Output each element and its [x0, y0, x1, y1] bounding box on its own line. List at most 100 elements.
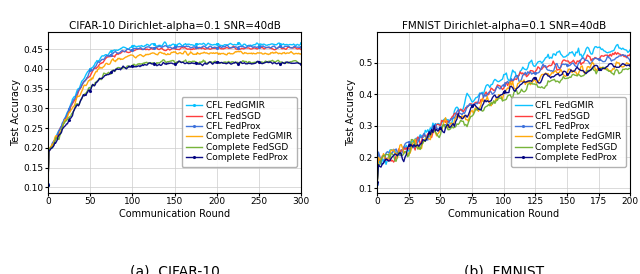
CFL FedProx [44, 182, 52, 186]
Complete FedProx [298, 62, 305, 65]
Complete FedProx [280, 61, 287, 65]
CFL FedGMIR [259, 43, 266, 46]
Complete FedGMIR [480, 100, 488, 104]
Legend: CFL FedGMIR, CFL FedSGD, CFL FedProx, Complete FedGMIR, Complete FedSGD, Complet: CFL FedGMIR, CFL FedSGD, CFL FedProx, Co… [182, 97, 297, 167]
CFL FedProx [244, 44, 252, 48]
Complete FedProx [396, 151, 404, 154]
Complete FedProx [373, 181, 381, 184]
CFL FedGMIR [510, 70, 518, 74]
Text: (a)  CIFAR-10: (a) CIFAR-10 [130, 264, 220, 274]
Complete FedSGD [155, 61, 163, 64]
CFL FedSGD [396, 152, 404, 155]
Line: CFL FedProx: CFL FedProx [46, 44, 303, 186]
CFL FedGMIR [44, 184, 52, 187]
CFL FedProx [280, 46, 287, 49]
CFL FedSGD [480, 95, 488, 98]
CFL FedGMIR [161, 40, 168, 44]
Legend: CFL FedGMIR, CFL FedSGD, CFL FedProx, Complete FedGMIR, Complete FedSGD, Complet: CFL FedGMIR, CFL FedSGD, CFL FedProx, Co… [511, 97, 626, 167]
Complete FedProx [374, 163, 382, 166]
Complete FedProx [175, 59, 182, 63]
CFL FedProx [627, 58, 634, 62]
Complete FedGMIR [244, 52, 252, 55]
CFL FedGMIR [374, 162, 382, 165]
Complete FedGMIR [605, 69, 612, 72]
Complete FedProx [510, 89, 518, 92]
Line: Complete FedGMIR: Complete FedGMIR [377, 62, 630, 183]
Complete FedProx [605, 62, 612, 66]
Complete FedGMIR [259, 52, 266, 56]
Line: CFL FedProx: CFL FedProx [376, 53, 632, 185]
Complete FedProx [607, 62, 615, 65]
CFL FedProx [147, 46, 154, 49]
CFL FedSGD [230, 45, 237, 48]
Complete FedSGD [298, 61, 305, 65]
Complete FedGMIR [373, 181, 381, 185]
CFL FedSGD [510, 78, 518, 82]
Complete FedProx [147, 61, 154, 65]
Line: Complete FedGMIR: Complete FedGMIR [48, 51, 301, 185]
Complete FedSGD [259, 61, 266, 64]
Complete FedGMIR [510, 87, 518, 90]
Complete FedGMIR [155, 52, 163, 55]
CFL FedProx [619, 53, 627, 56]
Complete FedProx [259, 62, 266, 65]
CFL FedGMIR [298, 42, 305, 45]
Complete FedSGD [280, 61, 287, 65]
Complete FedGMIR [612, 60, 620, 64]
CFL FedProx [510, 77, 518, 81]
Y-axis label: Test Accuracy: Test Accuracy [346, 79, 356, 146]
CFL FedGMIR [147, 44, 154, 47]
CFL FedSGD [611, 51, 619, 54]
CFL FedSGD [155, 48, 163, 51]
Complete FedSGD [373, 182, 381, 185]
CFL FedGMIR [627, 48, 634, 51]
CFL FedProx [480, 96, 488, 99]
Complete FedProx [627, 64, 634, 67]
Title: CIFAR-10 Dirichlet-alpha=0.1 SNR=40dB: CIFAR-10 Dirichlet-alpha=0.1 SNR=40dB [68, 21, 280, 31]
Complete FedGMIR [217, 52, 225, 55]
CFL FedSGD [298, 48, 305, 52]
Complete FedGMIR [44, 183, 52, 186]
Complete FedGMIR [466, 114, 474, 117]
Complete FedSGD [480, 109, 488, 112]
Complete FedSGD [396, 151, 404, 154]
CFL FedProx [466, 102, 474, 105]
Line: Complete FedProx: Complete FedProx [46, 59, 303, 186]
CFL FedSGD [44, 182, 52, 186]
Complete FedGMIR [396, 144, 404, 147]
CFL FedProx [374, 150, 382, 154]
Y-axis label: Test Accuracy: Test Accuracy [11, 79, 21, 146]
CFL FedProx [298, 45, 305, 48]
Complete FedSGD [466, 118, 474, 121]
Line: CFL FedSGD: CFL FedSGD [377, 52, 630, 183]
Line: Complete FedProx: Complete FedProx [376, 62, 632, 184]
Complete FedSGD [606, 70, 614, 73]
CFL FedGMIR [605, 50, 612, 54]
Complete FedSGD [44, 184, 52, 187]
X-axis label: Communication Round: Communication Round [448, 209, 559, 219]
CFL FedGMIR [614, 43, 621, 46]
CFL FedProx [259, 45, 266, 48]
Complete FedProx [480, 102, 488, 105]
CFL FedProx [396, 154, 404, 157]
CFL FedProx [155, 45, 163, 48]
CFL FedGMIR [466, 95, 474, 99]
Complete FedProx [244, 62, 252, 65]
CFL FedSGD [605, 55, 612, 58]
CFL FedGMIR [373, 180, 381, 183]
CFL FedGMIR [155, 44, 163, 47]
X-axis label: Communication Round: Communication Round [119, 209, 230, 219]
Text: (b)  FMNIST: (b) FMNIST [464, 264, 544, 274]
CFL FedSGD [466, 104, 474, 107]
CFL FedSGD [147, 48, 154, 51]
CFL FedProx [217, 45, 225, 49]
CFL FedSGD [373, 181, 381, 184]
CFL FedProx [605, 56, 612, 59]
Complete FedSGD [627, 67, 634, 70]
Complete FedGMIR [147, 53, 154, 56]
CFL FedSGD [627, 52, 634, 55]
Complete FedSGD [510, 91, 518, 94]
Title: FMNIST Dirichlet-alpha=0.1 SNR=40dB: FMNIST Dirichlet-alpha=0.1 SNR=40dB [402, 21, 606, 31]
Line: Complete FedSGD: Complete FedSGD [48, 60, 301, 185]
CFL FedSGD [244, 46, 252, 50]
